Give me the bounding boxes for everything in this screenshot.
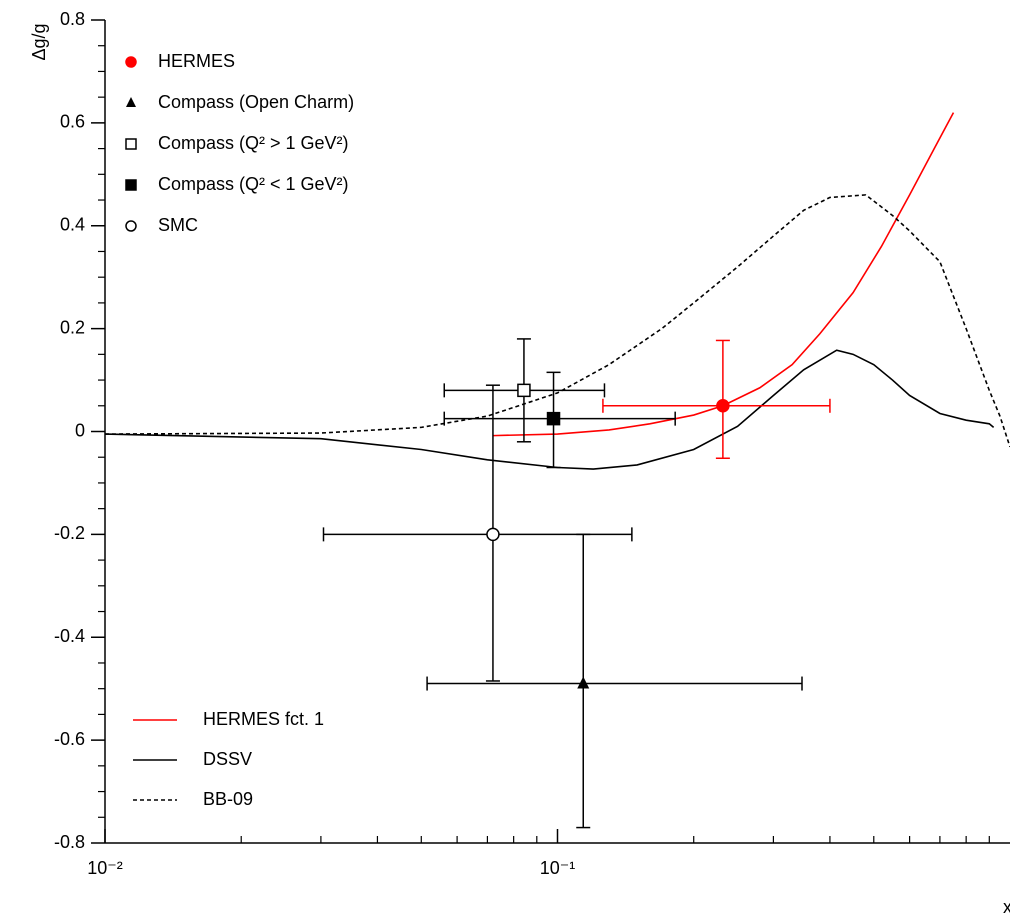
marker [546, 411, 561, 426]
legend-label: Compass (Q² < 1 GeV²) [158, 174, 349, 194]
curve [492, 112, 955, 437]
marker [125, 56, 137, 68]
marker [577, 676, 590, 689]
x-tick-label: 10⁻² [87, 858, 123, 878]
legend-label: BB-09 [203, 789, 253, 809]
y-tick-label: -0.2 [54, 523, 85, 543]
y-tick-label: -0.8 [54, 832, 85, 852]
marker [125, 179, 137, 191]
marker [125, 138, 137, 150]
marker [486, 527, 500, 542]
y-tick-label: 0.2 [60, 317, 85, 337]
legend-label: SMC [158, 215, 198, 235]
curve [104, 349, 995, 470]
y-axis-label: Δg/g [29, 23, 49, 60]
marker [517, 383, 531, 398]
legend-label: HERMES fct. 1 [203, 709, 324, 729]
y-tick-label: 0.8 [60, 9, 85, 29]
marker [125, 220, 137, 232]
x-tick-label: 10⁻¹ [540, 858, 576, 878]
legend-label: Compass (Open Charm) [158, 92, 354, 112]
y-tick-label: 0.4 [60, 215, 85, 235]
y-tick-label: 0.6 [60, 112, 85, 132]
curve [104, 194, 1010, 448]
marker [716, 399, 730, 413]
marker [126, 97, 136, 107]
legend-label: Compass (Q² > 1 GeV²) [158, 133, 349, 153]
y-tick-label: -0.4 [54, 626, 85, 646]
y-tick-label: 0 [75, 420, 85, 440]
x-axis-label: x [1003, 897, 1010, 916]
legend-label: DSSV [203, 749, 252, 769]
legend-label: HERMES [158, 51, 235, 71]
y-tick-label: -0.6 [54, 729, 85, 749]
